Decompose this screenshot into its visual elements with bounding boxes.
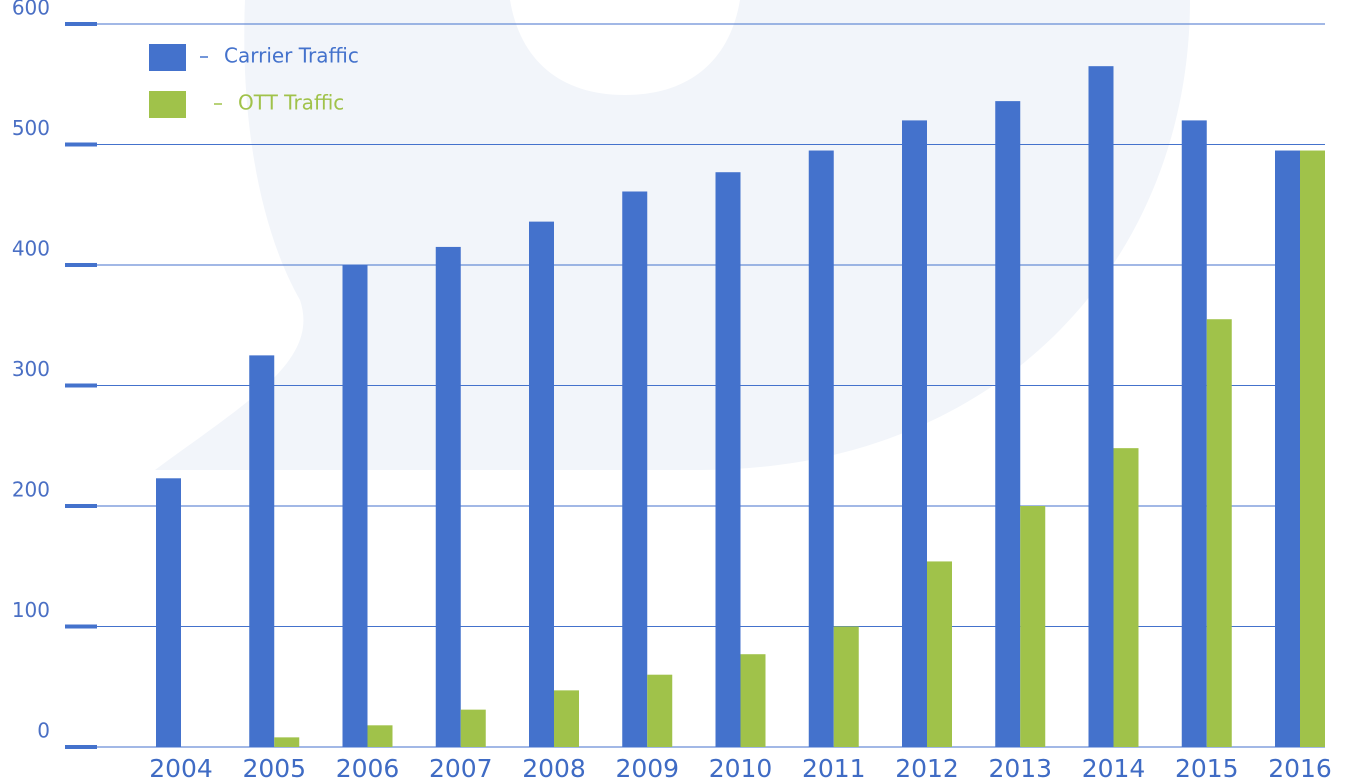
bar xyxy=(1114,448,1139,747)
bar xyxy=(274,737,299,747)
x-tick-label: 2004 xyxy=(149,754,213,783)
bar xyxy=(1275,151,1300,747)
y-tick-label: 0 xyxy=(37,719,50,743)
legend-label: Carrier Traffic xyxy=(224,44,359,68)
bar xyxy=(554,690,579,747)
bar xyxy=(647,675,672,747)
bar xyxy=(995,101,1020,747)
bar xyxy=(1020,506,1045,747)
bar xyxy=(716,172,741,747)
chart: 0 100 200 300 400 500 600 2004 2005 2006 2007 2008 2… xyxy=(0,0,1349,784)
bar xyxy=(529,222,554,747)
bar xyxy=(249,355,274,747)
y-tick-label: 100 xyxy=(12,598,50,622)
y-tick-label: 200 xyxy=(12,478,50,502)
bar xyxy=(902,120,927,747)
x-tick-label: 2006 xyxy=(336,754,400,783)
bar xyxy=(741,654,766,747)
bar xyxy=(622,191,647,747)
bar xyxy=(368,725,393,747)
bar xyxy=(343,265,368,747)
watermark xyxy=(155,0,1190,470)
y-tick-label: 500 xyxy=(12,116,50,140)
y-tick-label: 600 xyxy=(12,0,50,20)
bar xyxy=(1300,151,1325,747)
bar xyxy=(156,478,181,747)
bar xyxy=(834,627,859,748)
x-tick-label: 2010 xyxy=(709,754,773,783)
x-tick-label: 2009 xyxy=(615,754,679,783)
legend-swatch xyxy=(149,44,186,71)
bar xyxy=(809,151,834,747)
x-tick-label: 2011 xyxy=(802,754,866,783)
x-tick-label: 2007 xyxy=(429,754,493,783)
bar xyxy=(1207,319,1232,747)
x-tick-label: 2008 xyxy=(522,754,586,783)
x-tick-label: 2012 xyxy=(895,754,959,783)
page: {"chart_data": {"type": "bar", "categori… xyxy=(0,0,1349,784)
y-tick-label: 400 xyxy=(12,237,50,261)
legend-label: OTT Traffic xyxy=(238,91,344,115)
x-tick-label: 2013 xyxy=(988,754,1052,783)
bar xyxy=(1089,66,1114,747)
legend-swatch xyxy=(149,91,186,118)
bar xyxy=(461,710,486,747)
bar xyxy=(927,561,952,747)
bar xyxy=(436,247,461,747)
x-tick-label: 2005 xyxy=(242,754,306,783)
x-tick-label: 2015 xyxy=(1175,754,1239,783)
x-tick-label: 2016 xyxy=(1268,754,1332,783)
bar xyxy=(1182,120,1207,747)
y-tick-label: 300 xyxy=(12,357,50,381)
x-tick-label: 2014 xyxy=(1082,754,1146,783)
